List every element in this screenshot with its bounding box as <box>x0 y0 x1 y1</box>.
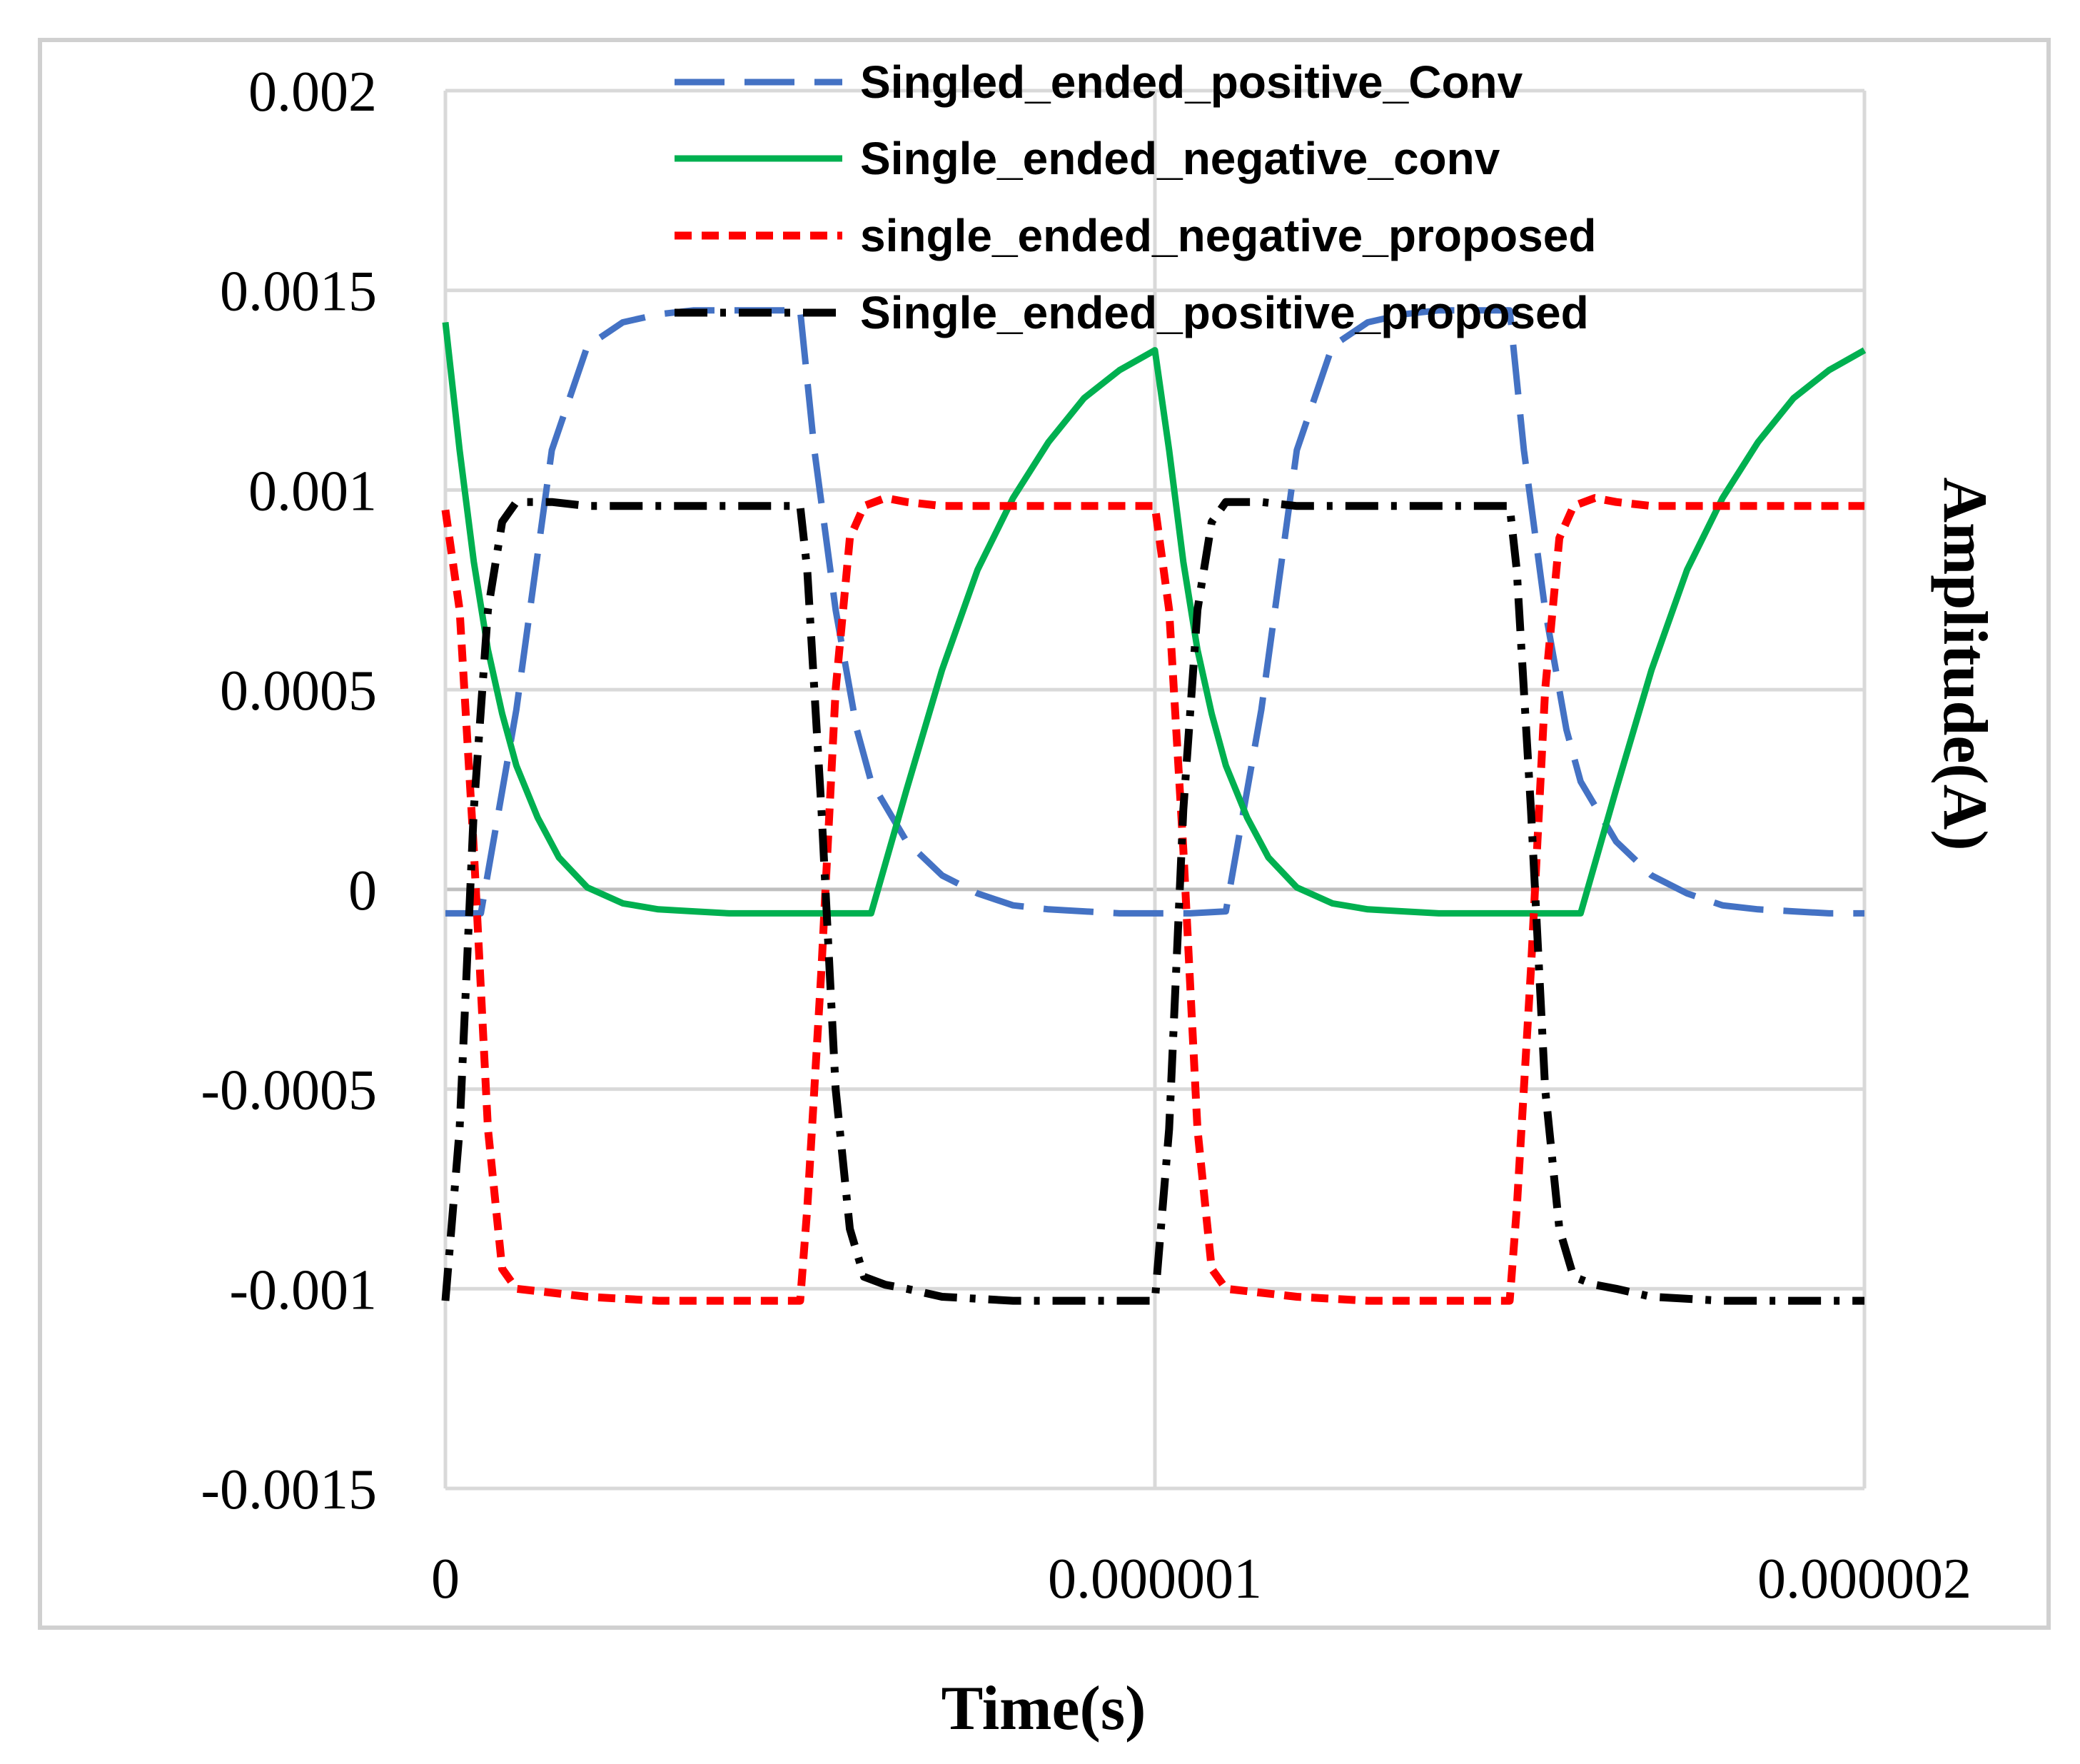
legend-label-4: Single_ended_positive_proposed <box>860 287 1589 338</box>
series-line-3 <box>441 494 1864 1305</box>
legend: Singled_ended_positive_Conv Single_ended_… <box>675 56 1596 338</box>
y-axis-tick-labels: 0.002 0.0015 0.001 0.0005 0 -0.0005 -0.001 -0.0… <box>201 61 377 1521</box>
series-line-2 <box>442 322 1867 917</box>
x-axis-tick-labels: 0 0.000001 0.000002 <box>431 1548 1972 1611</box>
legend-label-2: Single_ended_negative_conv <box>860 133 1500 184</box>
chart-frame <box>38 38 2051 1630</box>
y-tick-label: 0.001 <box>248 460 377 523</box>
x-tick-label: 0.000002 <box>1757 1548 1972 1611</box>
y-axis-title: Amplitude(A) <box>1930 477 1999 850</box>
y-tick-label: -0.0015 <box>201 1458 377 1521</box>
y-tick-label: -0.0005 <box>201 1059 377 1122</box>
y-tick-label: -0.001 <box>229 1259 377 1321</box>
x-axis-title: Time(s) <box>941 1674 1146 1743</box>
x-tick-label: 0.000001 <box>1048 1548 1262 1611</box>
y-tick-label: 0.0015 <box>220 261 377 323</box>
x-tick-label: 0 <box>431 1548 460 1611</box>
legend-label-3: single_ended_negative_proposed <box>860 210 1596 261</box>
y-tick-label: 0 <box>348 860 377 922</box>
y-tick-label: 0.0005 <box>220 660 377 722</box>
y-tick-label: 0.002 <box>248 61 377 124</box>
legend-label-1: Singled_ended_positive_Conv <box>860 56 1523 108</box>
